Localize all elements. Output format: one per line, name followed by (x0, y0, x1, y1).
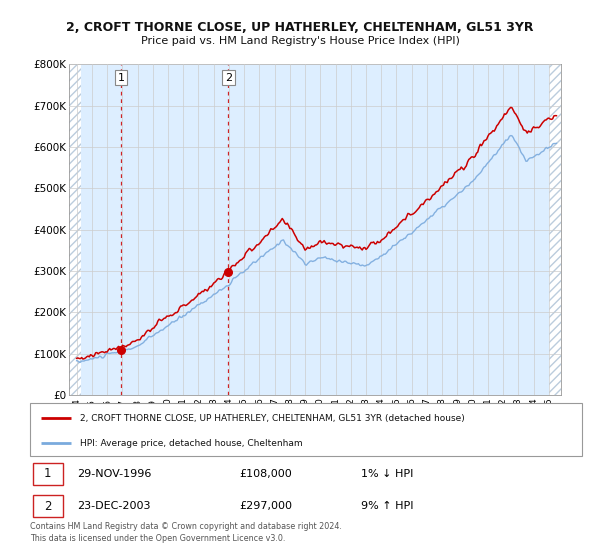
Text: 1% ↓ HPI: 1% ↓ HPI (361, 469, 413, 479)
Text: 2: 2 (225, 73, 232, 83)
Text: 2, CROFT THORNE CLOSE, UP HATHERLEY, CHELTENHAM, GL51 3YR (detached house): 2, CROFT THORNE CLOSE, UP HATHERLEY, CHE… (80, 414, 464, 423)
Text: 23-DEC-2003: 23-DEC-2003 (77, 501, 151, 511)
Text: 1: 1 (44, 468, 52, 480)
Text: 29-NOV-1996: 29-NOV-1996 (77, 469, 151, 479)
Text: HPI: Average price, detached house, Cheltenham: HPI: Average price, detached house, Chel… (80, 438, 302, 447)
Text: £297,000: £297,000 (240, 501, 293, 511)
Bar (33, 495, 63, 517)
Bar (33, 463, 63, 485)
Text: 2: 2 (44, 500, 52, 513)
Text: 2, CROFT THORNE CLOSE, UP HATHERLEY, CHELTENHAM, GL51 3YR: 2, CROFT THORNE CLOSE, UP HATHERLEY, CHE… (66, 21, 534, 34)
Text: Contains HM Land Registry data © Crown copyright and database right 2024.
This d: Contains HM Land Registry data © Crown c… (30, 522, 342, 543)
Text: 1: 1 (118, 73, 124, 83)
Text: 9% ↑ HPI: 9% ↑ HPI (361, 501, 414, 511)
Text: £108,000: £108,000 (240, 469, 293, 479)
Bar (549, 64, 561, 395)
Bar (69, 64, 81, 395)
Text: Price paid vs. HM Land Registry's House Price Index (HPI): Price paid vs. HM Land Registry's House … (140, 36, 460, 46)
